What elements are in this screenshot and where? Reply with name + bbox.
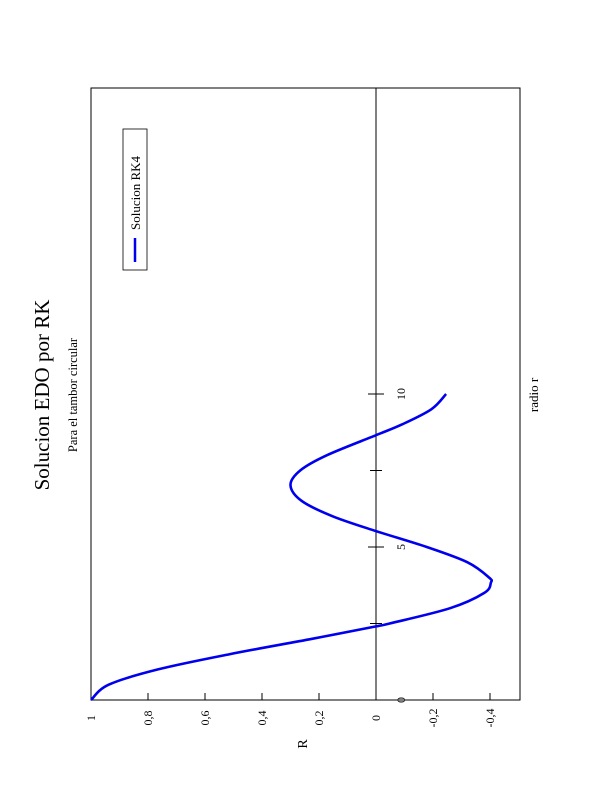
legend-label-solucion-rk4: Solucion RK4 (128, 155, 143, 230)
series-line-solucion-rk4 (90, 393, 494, 701)
y-tick-label: -0,2 (426, 709, 440, 728)
legend-box (122, 128, 148, 271)
y-axis-label: R (296, 739, 311, 749)
y-tick-label: 0,8 (141, 711, 155, 726)
x-tick-label: 5 (394, 544, 408, 550)
y-tick-label: 0 (369, 715, 383, 721)
chart-subtitle: Para el tambor circular (66, 337, 80, 452)
x-tick-label: 10 (394, 388, 408, 400)
chart-title: Solucion EDO por RK (30, 300, 54, 491)
series-layer (90, 393, 494, 701)
axes-layer: 1 0,8 0,6 0,4 0,2 0 -0,2 -0,4 0 5 10 (84, 88, 497, 728)
y-tick-label: 1 (84, 715, 98, 721)
plot-frame (90, 87, 521, 701)
y-tick-label: -0,4 (483, 709, 497, 728)
x-tick-label: 0 (394, 697, 408, 703)
y-tick-label: 0,2 (312, 711, 326, 726)
legend: Solucion RK4 (122, 128, 148, 271)
y-tick-label: 0,4 (255, 711, 269, 726)
y-tick-label: 0,6 (198, 711, 212, 726)
x-axis-label: radio r (526, 377, 541, 412)
